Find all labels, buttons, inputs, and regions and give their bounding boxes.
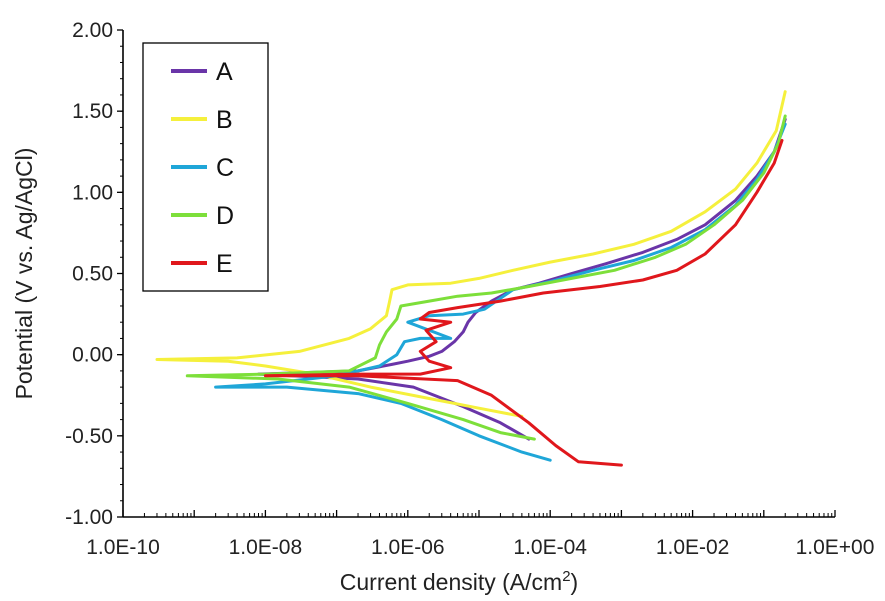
series-line-d — [185, 114, 787, 441]
x-tick-label: 1.0E-02 — [656, 536, 730, 559]
series-line-e — [263, 138, 784, 467]
series-line-c — [214, 122, 787, 462]
y-tick-label: -0.50 — [65, 425, 113, 448]
x-tick-label: 1.0E-08 — [229, 536, 303, 559]
chart-ticks: 2.00 1.50 1.00 0.50 0.00 -0.50 -1.00 1.0E-10 1.0… — [65, 19, 874, 559]
series-line-b — [155, 90, 787, 418]
x-axis-title: Current density (A/cm2) — [340, 568, 578, 595]
y-tick-label: 0.50 — [72, 263, 113, 286]
y-axis-title: Potential (V vs. Ag/AgCl) — [11, 148, 37, 400]
legend-label-e: E — [216, 250, 233, 278]
y-tick-label: 2.00 — [72, 19, 113, 42]
x-tick-label: 1.0E-10 — [86, 536, 160, 559]
legend-label-a: A — [216, 58, 233, 86]
y-tick-label: 0.00 — [72, 344, 113, 367]
legend-label-c: C — [216, 154, 234, 182]
x-axis-title-sup: 2 — [562, 568, 570, 585]
legend-label-b: B — [216, 106, 233, 134]
x-tick-label: 1.0E-06 — [371, 536, 445, 559]
legend-label-d: D — [216, 202, 234, 230]
y-tick-label: -1.00 — [65, 506, 113, 529]
chart-series — [155, 90, 787, 467]
x-tick-label: 1.0E+00 — [796, 536, 875, 559]
y-tick-label: 1.00 — [72, 181, 113, 204]
y-tick-label: 1.50 — [72, 100, 113, 123]
x-tick-label: 1.0E-04 — [513, 536, 587, 559]
x-axis-title-end: ) — [571, 569, 579, 595]
x-axis-title-main: Current density (A/cm — [340, 569, 562, 595]
